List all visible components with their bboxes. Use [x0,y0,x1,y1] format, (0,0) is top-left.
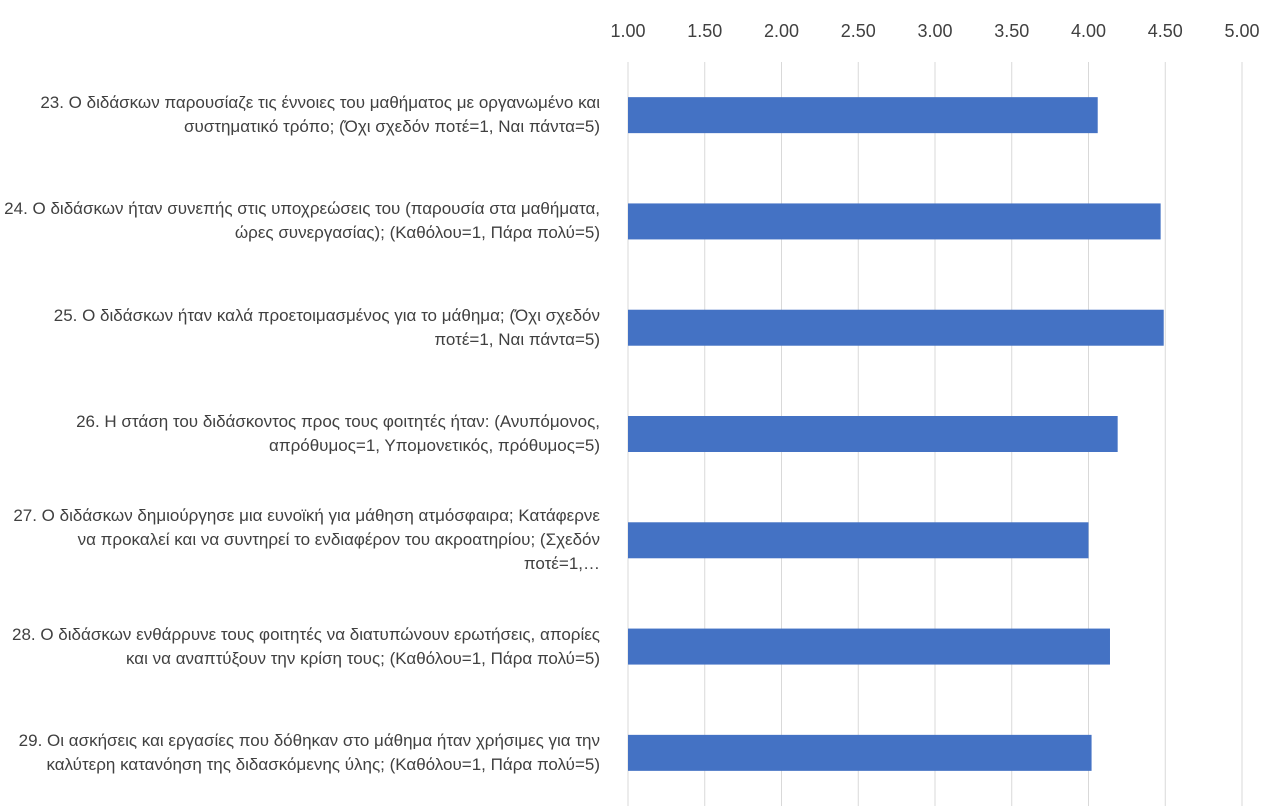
y-tick-label: 29. Οι ασκήσεις και εργασίες που δόθηκαν… [18,730,600,774]
bar [628,309,1164,346]
bar [628,203,1161,240]
y-tick-label: 26. Η στάση του διδάσκοντος προς τους φο… [76,412,600,455]
x-tick-label: 3.50 [994,21,1029,41]
x-tick-label: 4.00 [1071,21,1106,41]
x-tick-label: 3.00 [917,21,952,41]
y-tick-label: 24. Ο διδάσκων ήταν συνεπής στις υποχρεώ… [4,199,600,243]
x-tick-label: 1.50 [687,21,722,41]
x-tick-label: 2.50 [841,21,876,41]
bar [628,522,1089,559]
y-tick-label: 25. Ο διδάσκων ήταν καλά προετοιμασμένος… [53,305,600,349]
x-tick-label: 5.00 [1224,21,1259,41]
x-tick-label: 1.00 [610,21,645,41]
y-tick-label: 23. Ο διδάσκων παρουσίαζε τις έννοιες το… [40,93,600,137]
bar [628,734,1092,771]
x-tick-label: 2.00 [764,21,799,41]
y-tick-label: 27. Ο διδάσκων δημιούργησε μια ευνοϊκή γ… [13,506,600,574]
y-tick-label: 28. Ο διδάσκων ενθάρρυνε τους φοιτητές ν… [12,624,600,668]
x-tick-label: 4.50 [1148,21,1183,41]
bar [628,416,1118,452]
bar [628,97,1098,134]
bar [628,628,1110,665]
